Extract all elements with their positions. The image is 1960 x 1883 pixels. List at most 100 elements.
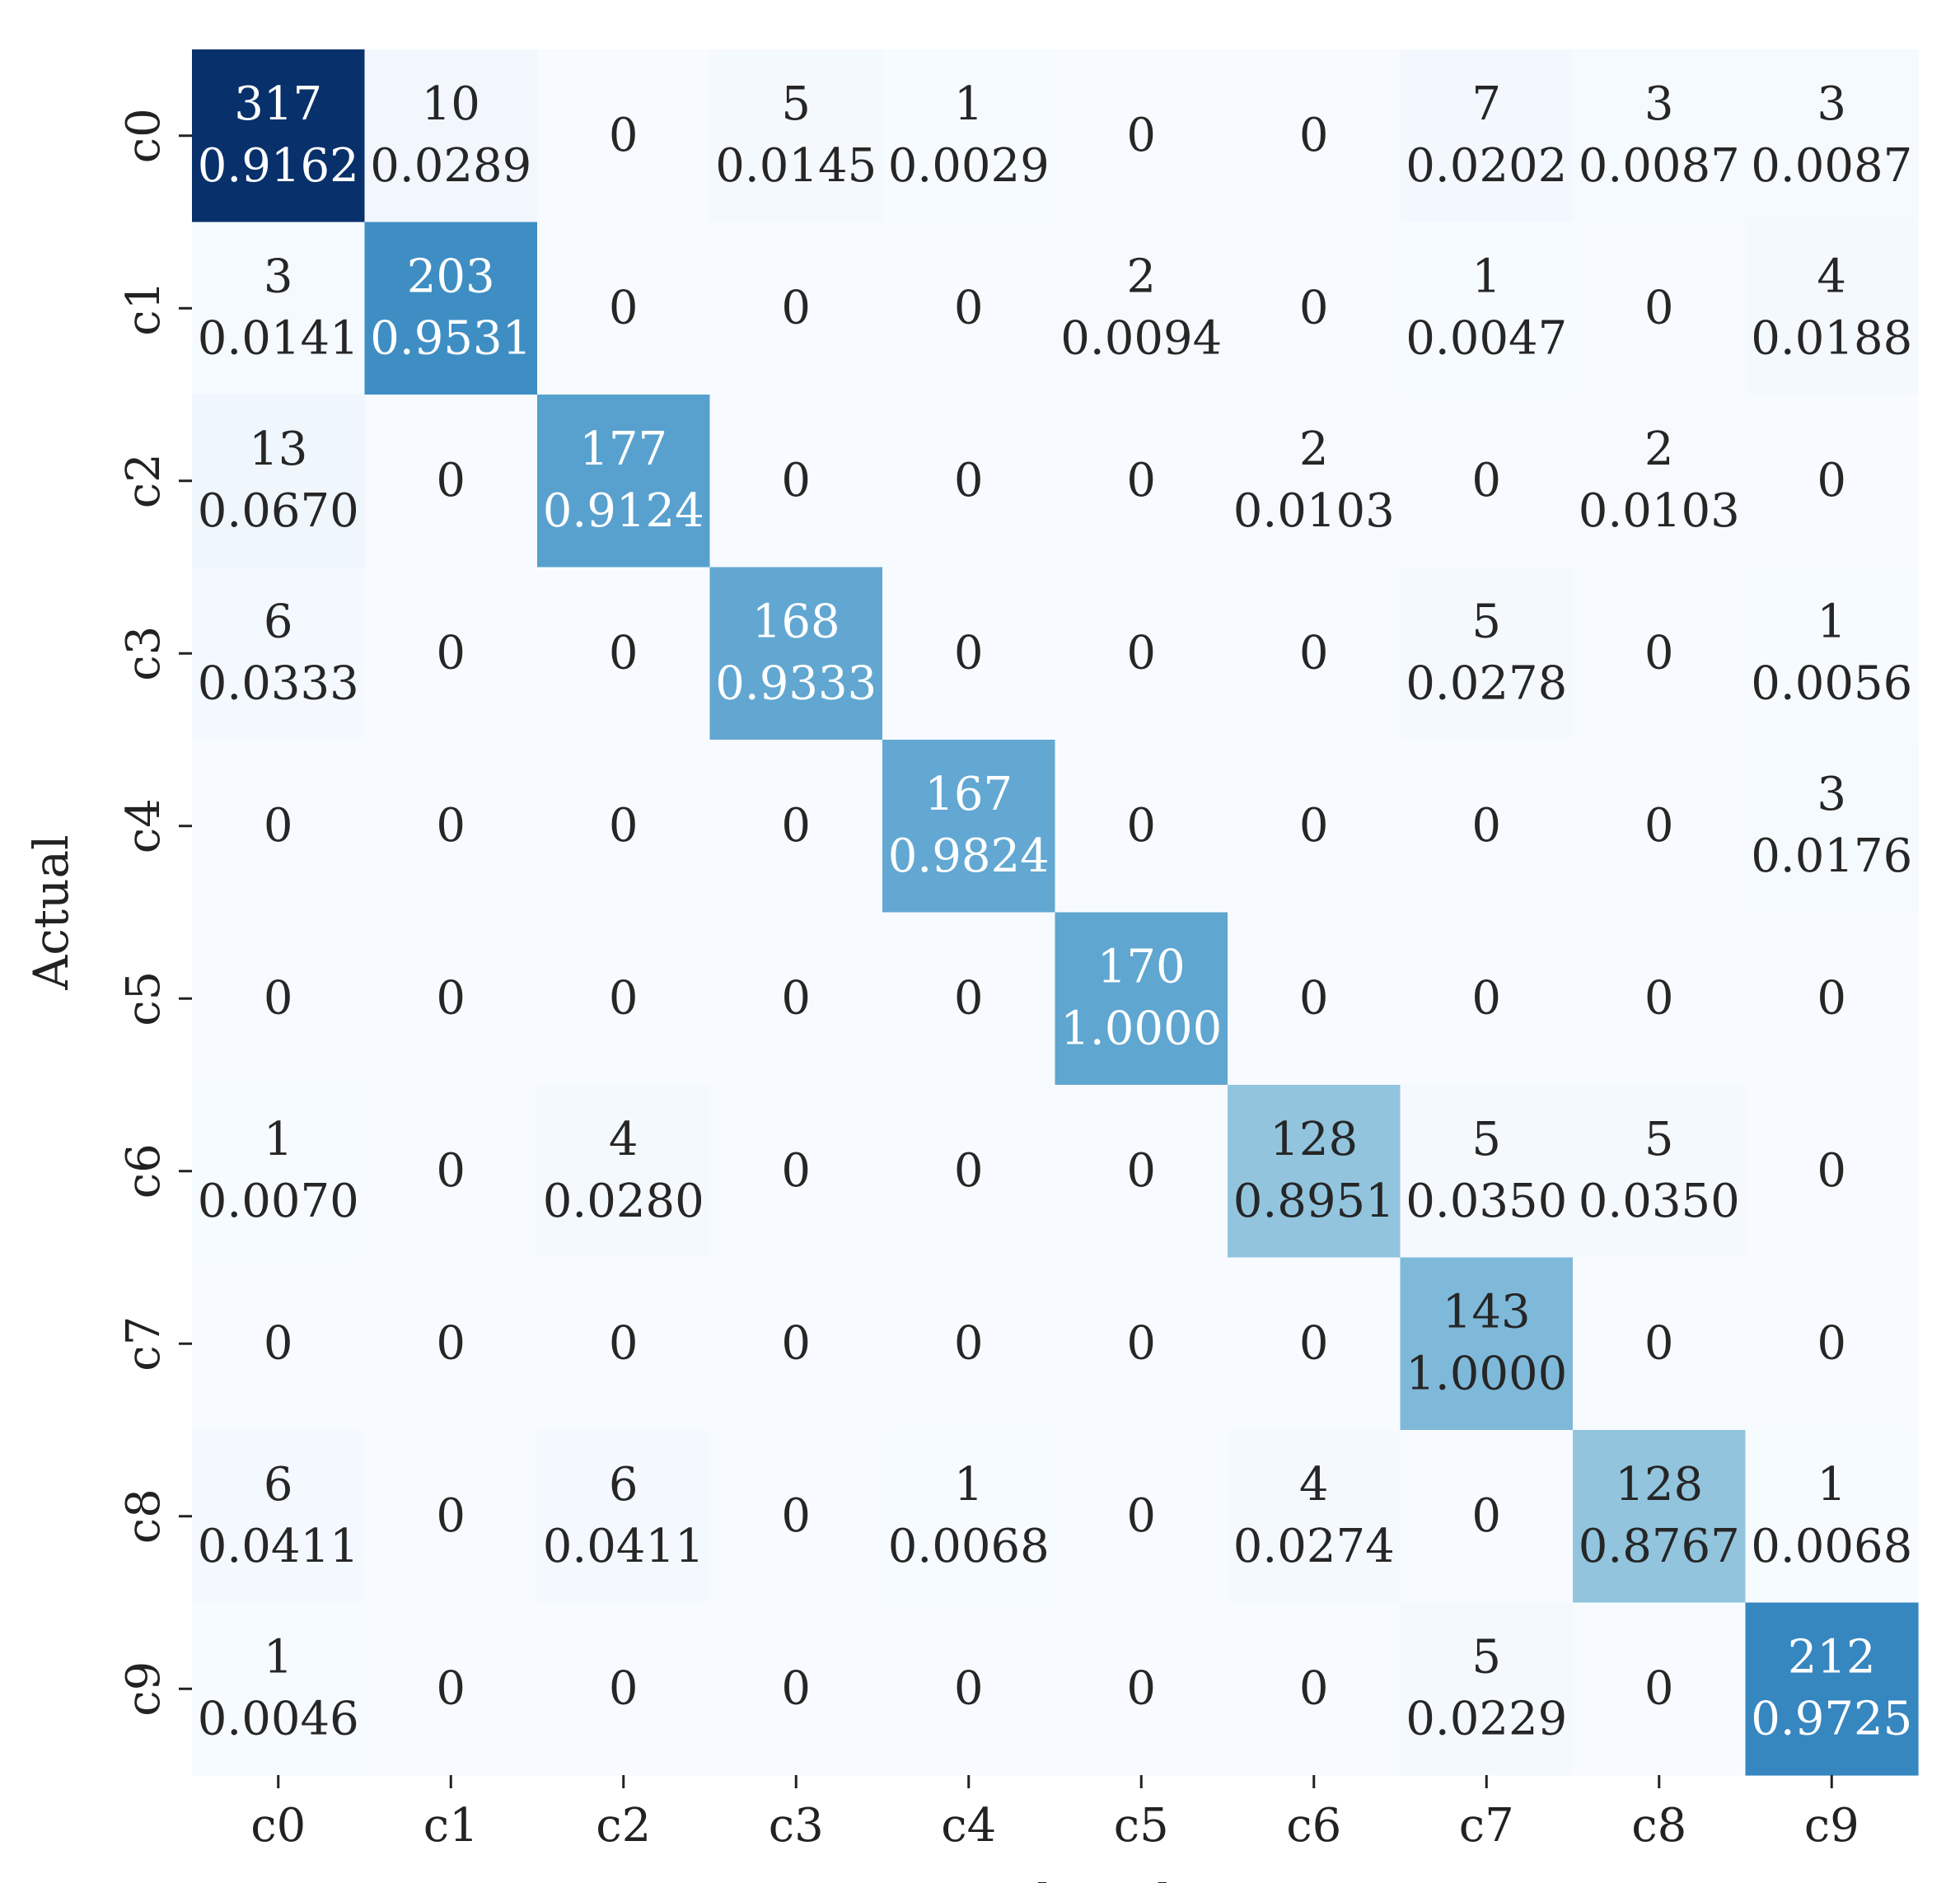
cell-c7-c2 — [537, 1257, 711, 1431]
cell-count-c3-c5: 0 — [1126, 626, 1156, 680]
cell-c1-c0 — [192, 222, 366, 395]
y-tick-label-c6: c6 — [117, 1143, 171, 1198]
cell-c2-c5 — [1055, 395, 1228, 568]
cell-c6-c9 — [1745, 1085, 1919, 1259]
cell-c0-c8 — [1573, 49, 1747, 223]
cell-c9-c7 — [1400, 1602, 1574, 1776]
cell-ratio-c7-c7: 1.0000 — [1406, 1347, 1567, 1400]
x-axis-title: Predicted — [938, 1874, 1172, 1883]
cell-ratio-c9-c0: 0.0046 — [198, 1692, 359, 1745]
cell-count-c3-c4: 0 — [954, 626, 984, 680]
cell-count-c1-c4: 0 — [954, 281, 984, 334]
cell-ratio-c5-c5: 1.0000 — [1060, 1002, 1222, 1055]
cell-c8-c8 — [1573, 1430, 1747, 1604]
cell-count-c4-c3: 0 — [781, 799, 811, 853]
cell-c0-c0 — [192, 49, 366, 223]
y-tick-label-c2: c2 — [117, 453, 171, 508]
cell-count-c8-c8: 128 — [1615, 1458, 1703, 1512]
cell-count-c6-c9: 0 — [1817, 1144, 1846, 1198]
cell-count-c4-c6: 0 — [1299, 799, 1329, 853]
cell-count-c5-c8: 0 — [1644, 971, 1674, 1025]
cell-count-c0-c3: 5 — [781, 77, 811, 131]
cell-c3-c2 — [537, 567, 711, 741]
cell-count-c9-c8: 0 — [1644, 1661, 1674, 1715]
cell-count-c8-c0: 6 — [264, 1458, 293, 1512]
cell-count-c9-c4: 0 — [954, 1661, 984, 1715]
cell-c4-c6 — [1228, 740, 1401, 913]
cell-count-c2-c6: 2 — [1299, 423, 1329, 476]
cell-count-c6-c3: 0 — [781, 1144, 811, 1198]
x-tick-label-c9: c9 — [1804, 1799, 1859, 1853]
cell-count-c7-c0: 0 — [264, 1316, 293, 1370]
cell-ratio-c3-c0: 0.0333 — [198, 656, 359, 710]
cell-count-c7-c2: 0 — [609, 1316, 639, 1370]
cell-count-c5-c0: 0 — [264, 971, 293, 1025]
cell-count-c1-c2: 0 — [609, 281, 639, 334]
cell-ratio-c0-c7: 0.0202 — [1406, 139, 1567, 193]
cell-count-c4-c1: 0 — [436, 799, 465, 853]
cell-c5-c7 — [1400, 912, 1574, 1086]
y-tick-label-c9: c9 — [117, 1661, 171, 1717]
y-tick-label-c5: c5 — [117, 971, 171, 1026]
cell-ratio-c8-c2: 0.0411 — [543, 1520, 704, 1573]
cell-c5-c2 — [537, 912, 711, 1086]
cell-count-c9-c3: 0 — [781, 1661, 811, 1715]
cell-count-c8-c3: 0 — [781, 1489, 811, 1543]
x-axis: c0 c1 c2 c3 c4 c5 c6 c7 c8 c9 — [250, 1775, 1859, 1853]
cell-count-c6-c4: 0 — [954, 1144, 984, 1198]
cell-c8-c9 — [1745, 1430, 1919, 1604]
cell-count-c9-c9: 212 — [1788, 1630, 1876, 1684]
cell-count-c2-c5: 0 — [1126, 454, 1156, 507]
cell-count-c7-c8: 0 — [1644, 1316, 1674, 1370]
cell-count-c3-c7: 5 — [1471, 595, 1501, 648]
cell-c9-c1 — [364, 1602, 538, 1776]
y-tick-label-c0: c0 — [117, 108, 171, 163]
x-tick-label-c2: c2 — [596, 1799, 651, 1853]
cell-c8-c5 — [1055, 1430, 1228, 1604]
cell-c9-c2 — [537, 1602, 711, 1776]
cell-c6-c3 — [709, 1085, 883, 1259]
cell-count-c4-c0: 0 — [264, 799, 293, 853]
cell-ratio-c9-c9: 0.9725 — [1751, 1692, 1912, 1745]
cell-count-c7-c4: 0 — [954, 1316, 984, 1370]
cell-c4-c3 — [709, 740, 883, 913]
cell-c8-c4 — [882, 1430, 1056, 1604]
cell-c4-c4 — [882, 740, 1056, 913]
cell-count-c0-c4: 1 — [954, 77, 984, 131]
cell-c5-c6 — [1228, 912, 1401, 1086]
cell-ratio-c0-c1: 0.0289 — [370, 139, 531, 193]
cell-ratio-c0-c0: 0.9162 — [198, 139, 359, 193]
cell-ratio-c6-c0: 0.0070 — [198, 1175, 359, 1228]
cell-count-c4-c5: 0 — [1126, 799, 1156, 853]
cell-ratio-c1-c5: 0.0094 — [1060, 311, 1222, 365]
cell-c5-c5 — [1055, 912, 1228, 1086]
cell-count-c6-c7: 5 — [1471, 1113, 1501, 1166]
cell-count-c1-c0: 3 — [264, 250, 293, 303]
cell-count-c7-c9: 0 — [1817, 1316, 1846, 1370]
cell-c2-c2 — [537, 395, 711, 568]
cell-c4-c8 — [1573, 740, 1747, 913]
cell-count-c3-c8: 0 — [1644, 626, 1674, 680]
cell-c3-c1 — [364, 567, 538, 741]
cell-c8-c2 — [537, 1430, 711, 1604]
cell-count-c7-c1: 0 — [436, 1316, 465, 1370]
cell-c6-c5 — [1055, 1085, 1228, 1259]
y-axis-title: Actual — [23, 834, 79, 990]
cell-c7-c1 — [364, 1257, 538, 1431]
cell-count-c4-c2: 0 — [609, 799, 639, 853]
cell-ratio-c6-c2: 0.0280 — [543, 1175, 704, 1228]
cell-ratio-c8-c8: 0.8767 — [1579, 1520, 1740, 1573]
cell-c0-c1 — [364, 49, 538, 223]
cell-count-c6-c2: 4 — [609, 1113, 639, 1166]
cell-count-c6-c8: 5 — [1644, 1113, 1674, 1166]
cell-count-c9-c2: 0 — [609, 1661, 639, 1715]
cell-count-c3-c0: 6 — [264, 595, 293, 648]
cell-ratio-c1-c7: 0.0047 — [1406, 311, 1567, 365]
cell-count-c3-c1: 0 — [436, 626, 465, 680]
cell-count-c7-c6: 0 — [1299, 1316, 1329, 1370]
cell-count-c0-c0: 317 — [234, 77, 322, 131]
cell-c5-c1 — [364, 912, 538, 1086]
cell-c9-c5 — [1055, 1602, 1228, 1776]
